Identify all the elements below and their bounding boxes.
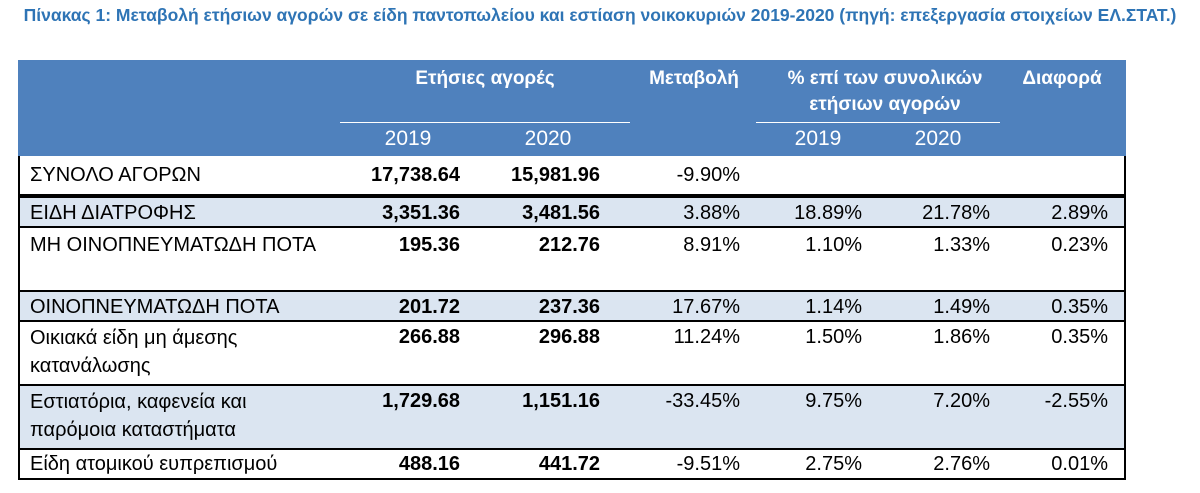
header-share: % επί των συνολικών ετήσιων αγορών bbox=[787, 68, 983, 115]
value-2020: 3,481.56 bbox=[522, 202, 600, 224]
table-title: Πίνακας 1: Μεταβολή ετήσιων αγορών σε εί… bbox=[23, 5, 1177, 25]
share-2019: 1.50% bbox=[805, 326, 862, 348]
change-value: 11.24% bbox=[673, 326, 740, 348]
header-share-year-2019: 2019 bbox=[794, 127, 842, 150]
table-row bbox=[18, 386, 1126, 448]
value-2019: 201.72 bbox=[398, 296, 460, 318]
header-annual-underline bbox=[340, 122, 630, 123]
share-2020: 1.49% bbox=[933, 296, 990, 318]
change-value: -33.45% bbox=[665, 390, 741, 412]
share-2019: 1.10% bbox=[805, 234, 862, 256]
change-value: 8.91% bbox=[683, 234, 740, 256]
row-separator bbox=[18, 194, 1126, 198]
value-2020: 441.72 bbox=[538, 453, 600, 475]
share-2019: 18.89% bbox=[794, 202, 862, 224]
difference-value: 0.01% bbox=[1051, 453, 1108, 475]
row-separator bbox=[18, 320, 1126, 322]
header-year-2019: 2019 bbox=[384, 127, 432, 150]
row-separator bbox=[18, 478, 1126, 480]
value-2019: 3,351.36 bbox=[382, 202, 460, 224]
value-2019: 195.36 bbox=[398, 234, 460, 256]
row-label: ΜΗ ΟΙΝΟΠΝΕΥΜΑΤΩΔΗ ΠΟΤΑ bbox=[30, 234, 317, 256]
share-2020: 1.33% bbox=[933, 234, 990, 256]
value-2019: 488.16 bbox=[398, 453, 460, 475]
share-2020: 21.78% bbox=[922, 202, 990, 224]
value-2019: 17,738.64 bbox=[371, 164, 460, 186]
share-2019: 2.75% bbox=[805, 453, 862, 475]
difference-value: -2.55% bbox=[1044, 390, 1108, 412]
share-2020: 7.20% bbox=[933, 390, 990, 412]
share-2020: 1.86% bbox=[933, 326, 990, 348]
header-annual-purchases: Ετήσιες αγορές bbox=[415, 68, 555, 89]
value-2019: 266.88 bbox=[398, 326, 460, 348]
difference-value: 0.35% bbox=[1051, 326, 1108, 348]
header-change: Μεταβολή bbox=[649, 68, 739, 89]
change-value: -9.51% bbox=[676, 453, 740, 475]
row-label: Εστιατόρια, καφενεία και παρόμοια καταστ… bbox=[30, 391, 247, 441]
difference-value: 2.89% bbox=[1051, 202, 1108, 224]
value-2020: 296.88 bbox=[538, 326, 600, 348]
row-label: ΕΙΔΗ ΔΙΑΤΡΟΦΗΣ bbox=[30, 202, 196, 224]
change-value: 3.88% bbox=[683, 202, 740, 224]
header-share-underline bbox=[756, 122, 1000, 123]
share-2020: 2.76% bbox=[933, 453, 990, 475]
row-label: ΟΙΝΟΠΝΕΥΜΑΤΩΔΗ ΠΟΤΑ bbox=[30, 296, 280, 318]
right-border bbox=[1124, 156, 1126, 480]
difference-value: 0.23% bbox=[1051, 234, 1108, 256]
value-2020: 1,151.16 bbox=[522, 390, 600, 412]
change-value: -9.90% bbox=[676, 164, 740, 186]
share-2019: 9.75% bbox=[805, 390, 862, 412]
row-separator bbox=[18, 448, 1126, 450]
table-row bbox=[18, 198, 1126, 226]
header-year-2020: 2020 bbox=[524, 127, 572, 150]
row-label: Οικιακά είδη μη άμεσης κατανάλωσης bbox=[30, 327, 238, 377]
value-2020: 15,981.96 bbox=[511, 164, 600, 186]
row-separator bbox=[18, 384, 1126, 386]
difference-value: 0.35% bbox=[1051, 296, 1108, 318]
share-2019: 1.14% bbox=[805, 296, 862, 318]
value-2019: 1,729.68 bbox=[382, 390, 460, 412]
table-header: Ετήσιες αγορές 2019 2020 Μεταβολή % επί … bbox=[18, 60, 1126, 156]
value-2020: 237.36 bbox=[538, 296, 600, 318]
row-separator bbox=[18, 290, 1126, 292]
value-2020: 212.76 bbox=[538, 234, 600, 256]
header-difference: Διαφορά bbox=[1022, 68, 1102, 89]
header-share-year-2020: 2020 bbox=[914, 127, 962, 150]
row-separator bbox=[18, 226, 1126, 228]
row-label: Είδη ατομικού ευπρεπισμού bbox=[30, 453, 278, 475]
change-value: 17.67% bbox=[672, 296, 740, 318]
table-body: ΣΥΝΟΛΟ ΑΓΟΡΩΝ 17,738.64 15,981.96 -9.90%… bbox=[18, 156, 1126, 480]
table-row bbox=[18, 292, 1126, 320]
row-label: ΣΥΝΟΛΟ ΑΓΟΡΩΝ bbox=[30, 164, 201, 186]
left-border bbox=[18, 156, 20, 480]
